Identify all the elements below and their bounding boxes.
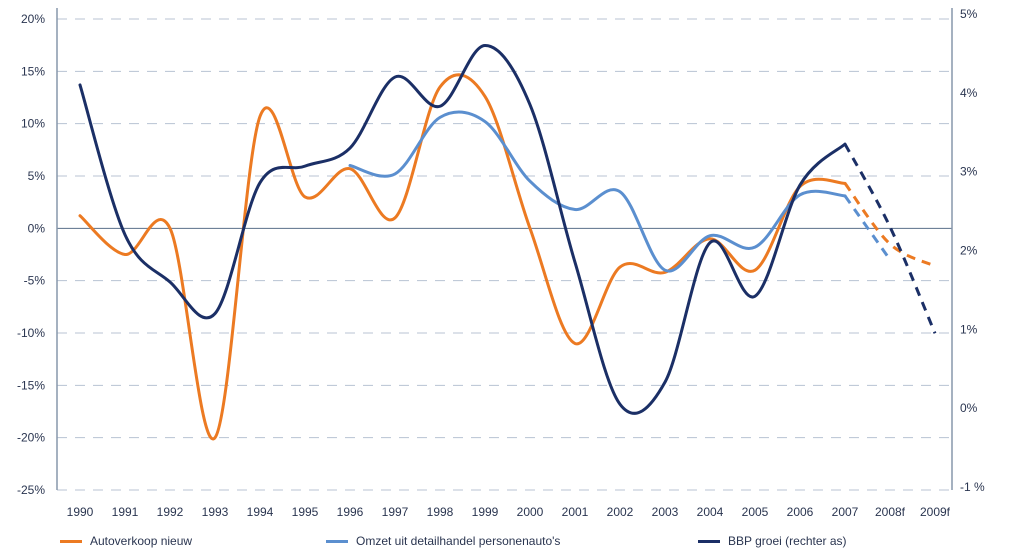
x-tick-label: 2001 <box>562 505 589 519</box>
series-forecast-line-0 <box>843 182 936 268</box>
legend-swatch <box>60 539 82 543</box>
legend-label: Omzet uit detailhandel personenauto's <box>356 534 561 548</box>
y-left-tick-label: 0% <box>28 221 46 235</box>
y-right-tick-label: 3% <box>960 165 978 179</box>
y-left-tick-label: 5% <box>28 169 46 183</box>
x-tick-label: 2004 <box>697 505 724 519</box>
x-tick-label: 2007 <box>832 505 859 519</box>
series-line-0 <box>78 73 847 441</box>
x-tick-label: 1998 <box>427 505 454 519</box>
x-tick-label: 2009f <box>920 505 951 519</box>
x-tick-label: 1990 <box>67 505 94 519</box>
series-forecast-line-1 <box>843 195 892 261</box>
y-right-tick-label: 0% <box>960 401 978 415</box>
y-left-tick-label: -15% <box>17 378 45 392</box>
x-tick-label: 2005 <box>742 505 769 519</box>
y-left-tick-label: 15% <box>21 64 45 78</box>
y-left-tick-label: -10% <box>17 326 45 340</box>
y-right-tick-label: 5% <box>960 7 978 21</box>
x-tick-label: 1996 <box>337 505 364 519</box>
legend-swatch <box>326 539 348 543</box>
legend-label: BBP groei (rechter as) <box>728 534 847 548</box>
y-right-tick-label: 2% <box>960 244 978 258</box>
x-tick-label: 1999 <box>472 505 499 519</box>
y-left-tick-label: -5% <box>24 274 46 288</box>
x-tick-label: 2006 <box>787 505 814 519</box>
x-tick-label: 1995 <box>292 505 319 519</box>
x-tick-label: 2002 <box>607 505 634 519</box>
y-left-tick-label: -25% <box>17 483 45 497</box>
legend-item-omzet: Omzet uit detailhandel personenauto's <box>326 534 560 548</box>
legend-item-autoverkoop: Autoverkoop nieuw <box>60 534 192 548</box>
line-chart: 20% 15% 10% 5% 0% -5% -10% -15% -20% -25% 5% 4% 3% 2%… <box>17 7 985 519</box>
x-tick-label: 2000 <box>517 505 544 519</box>
y-right-tick-label: -1 % <box>960 480 985 494</box>
y-left-tick-label: 10% <box>21 117 45 131</box>
x-tick-label: 2008f <box>875 505 906 519</box>
legend-swatch <box>698 539 720 543</box>
y-left-tick-label: 20% <box>21 12 45 26</box>
x-tick-label: 1991 <box>112 505 139 519</box>
series-forecast-line-2 <box>843 143 937 334</box>
x-tick-label: 1993 <box>202 505 229 519</box>
legend-label: Autoverkoop nieuw <box>90 534 193 548</box>
x-tick-label: 2003 <box>652 505 679 519</box>
legend-item-bbp: BBP groei (rechter as) <box>698 534 847 548</box>
series-line-2 <box>78 44 847 415</box>
x-tick-label: 1994 <box>247 505 274 519</box>
x-tick-label: 1992 <box>157 505 184 519</box>
x-tick-label: 1997 <box>382 505 409 519</box>
series-line-1 <box>348 110 847 273</box>
y-right-tick-label: 4% <box>960 86 978 100</box>
y-right-tick-label: 1% <box>960 322 978 336</box>
y-left-tick-label: -20% <box>17 431 45 445</box>
